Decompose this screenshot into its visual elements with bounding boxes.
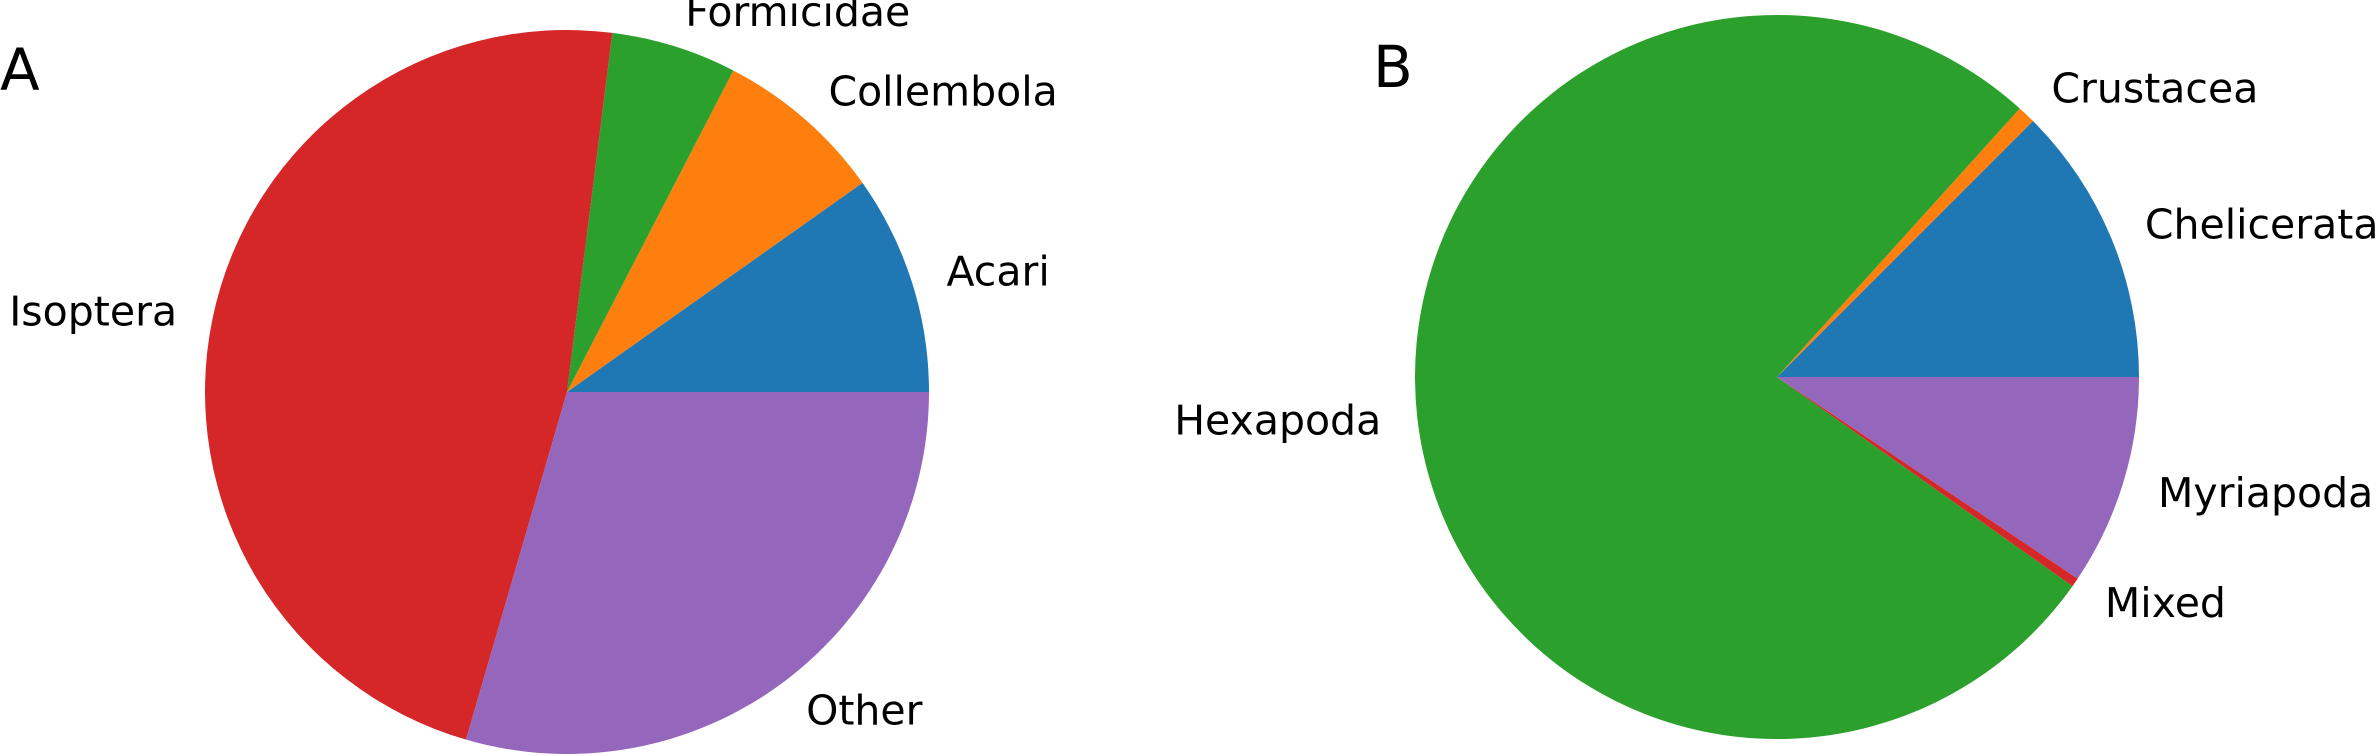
pie-a-slice-formicidae [567, 32, 734, 392]
pie-chart-a: A Acari Collembola Formicidae Isoptera Other [0, 0, 1058, 755]
pie-chart-b: B Chelicerata Crustacea Hexapoda Mixed Myria… [1174, 15, 2378, 740]
pie-b-label-myriapoda: Myriapoda [2158, 469, 2373, 517]
pie-a-label-collembola: Collembola [828, 68, 1057, 116]
pie-a-slice-isoptera [204, 29, 613, 740]
pie-b-slices [1415, 15, 2139, 740]
pie-b-labels: Chelicerata Crustacea Hexapoda Mixed Myriapo… [1174, 64, 2378, 626]
pie-a-slices [204, 29, 929, 755]
pie-b-label-crustacea: Crustacea [2051, 64, 2258, 112]
pie-b-slice-hexapoda [1415, 15, 2073, 740]
pie-a-label-acari: Acari [946, 247, 1049, 295]
panel-label-a: A [0, 36, 40, 104]
pie-a-label-isoptera: Isoptera [9, 287, 177, 335]
pie-b-slice-crustacea [1777, 108, 2033, 378]
pie-b-label-hexapoda: Hexapoda [1174, 397, 1381, 445]
pie-a-slice-collembola [567, 70, 863, 393]
panel-label-b: B [1373, 33, 1413, 101]
pie-a-slice-acari [567, 182, 929, 392]
pie-b-slice-mixed [1777, 377, 2078, 587]
pie-b-slice-myriapoda [1777, 377, 2139, 579]
pie-b-slice-chelicerata [1777, 121, 2139, 377]
pie-b-label-mixed: Mixed [2105, 579, 2226, 627]
pie-a-labels: Acari Collembola Formicidae Isoptera Other [9, 0, 1058, 734]
pie-a-label-other: Other [806, 686, 923, 734]
pie-a-slice-other [466, 392, 929, 755]
pie-a-label-formicidae: Formicidae [685, 0, 910, 36]
pie-b-label-chelicerata: Chelicerata [2145, 201, 2378, 249]
